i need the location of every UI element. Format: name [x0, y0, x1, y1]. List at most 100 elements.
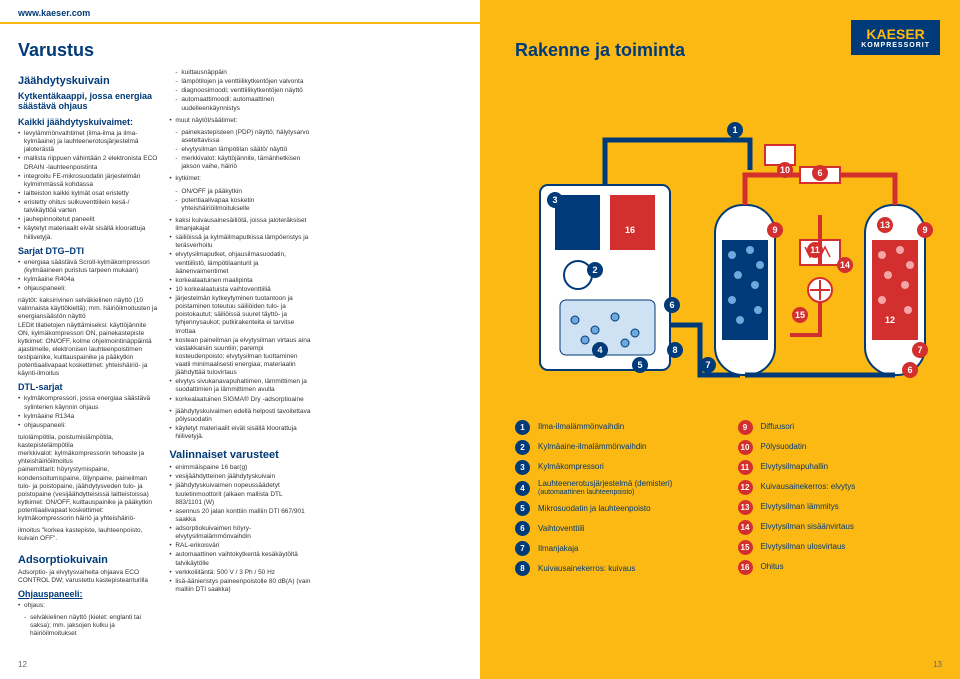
- svg-text:15: 15: [795, 310, 805, 320]
- list-item: RAL-erikoisväri: [169, 542, 310, 550]
- section-subtitle: Kytkentäkaappi, jossa energiaa säästävä …: [18, 91, 159, 111]
- list-header: DTL-sarjat: [18, 382, 159, 392]
- legend-item: 3Kylmäkompressori: [515, 460, 718, 475]
- list-item: muut näytöt/säätimet:: [169, 117, 310, 125]
- system-diagram: 123456789910111213141516667: [500, 75, 940, 405]
- legend-item: 6 Vaihtoventtiili: [515, 521, 718, 536]
- legend-number: 14: [738, 520, 753, 535]
- list-item: kuittausnäppäin: [169, 69, 310, 77]
- legend-text: Elvytysilman lämmitys: [761, 503, 839, 512]
- legend-number: 12: [738, 480, 753, 495]
- svg-text:1: 1: [732, 125, 737, 135]
- legend-text: Vaihtoventtiili: [538, 525, 585, 534]
- list-item: eristetty ohitus sulkuventtiilein kesä-/…: [18, 199, 159, 215]
- yellow-rule: [0, 22, 480, 24]
- body-text: Adsorptio- ja elvytysvaiheita ohjaava EC…: [18, 569, 159, 585]
- section-title: Jäähdytyskuivain: [18, 75, 159, 87]
- list-item: korkealaatuinen maalipinta: [169, 277, 310, 285]
- svg-text:9: 9: [922, 225, 927, 235]
- sub-bullet-list: painekastepisteen (PDP) näyttö; hälytysa…: [169, 129, 310, 172]
- list-item: lämpötilojen ja venttiilikytkentöjen val…: [169, 78, 310, 86]
- legend-number: 2: [515, 440, 530, 455]
- bullet-list: jäähdytyskuivaimen edellä helposti tavoi…: [169, 408, 310, 442]
- legend-text: Lauhteenerotusjärjestelmä (demisteri)(au…: [538, 480, 672, 496]
- legend-text: Elvytysilman ulosvirtaus: [761, 543, 846, 552]
- list-item: asennus 20 jalan konttiin malliin DTI 66…: [169, 508, 310, 524]
- legend-item: 16Ohitus: [738, 560, 941, 575]
- list-item: kytkimet:: [169, 175, 310, 183]
- legend-item: 7Ilmanjakaja: [515, 541, 718, 556]
- list-item: lisä-äänieristys paineenpoistolle 80 dB(…: [169, 578, 310, 594]
- list-item: laitteiston kaikki kylmät osat eristetty: [18, 190, 159, 198]
- body-text: ilmoitus "korkea kastepiste, lauhteenpoi…: [18, 527, 159, 543]
- svg-text:11: 11: [810, 245, 820, 255]
- logo-bottom: KOMPRESSORIT: [861, 42, 930, 49]
- bullet-list: ohjaus:: [18, 602, 159, 610]
- legend-number: 8: [515, 561, 530, 576]
- legend-column-left: 1Ilma-ilmalämmönvaihdin2Kylmäaine-ilmalä…: [515, 420, 718, 581]
- svg-text:12: 12: [885, 315, 895, 325]
- svg-text:6: 6: [669, 300, 674, 310]
- svg-text:8: 8: [672, 345, 677, 355]
- list-item: painekastepisteen (PDP) näyttö; hälytysa…: [169, 129, 310, 145]
- bullet-list: enimmäispaine 16 bar(g)vesijäähdytteinen…: [169, 464, 310, 594]
- legend-item: 12Kuivausainekerros: elvytys: [738, 480, 941, 495]
- legend-item: 9Diffuusori: [738, 420, 941, 435]
- list-item: potentiaalivapaa kosketin yhteishäiriöil…: [169, 197, 310, 213]
- svg-text:6: 6: [817, 168, 822, 178]
- bullet-list: kytkimet:: [169, 175, 310, 183]
- legend-number: 5: [515, 501, 530, 516]
- right-title: Rakenne ja toiminta: [515, 40, 685, 61]
- legend-number: 16: [738, 560, 753, 575]
- list-item: jauhepinnoitetut paneelit: [18, 216, 159, 224]
- list-item: ohjauspaneeli:: [18, 422, 159, 430]
- bullet-list: kylmäkompressori, jossa energiaa säästäv…: [18, 395, 159, 430]
- list-header: Kaikki jäähdytyskuivaimet:: [18, 117, 159, 127]
- list-item: kylmäkompressori, jossa energiaa säästäv…: [18, 395, 159, 411]
- legend-number: 6: [515, 521, 530, 536]
- legend-item: 11 Elvytysilmapuhallin: [738, 460, 941, 475]
- legend-column-right: 9Diffuusori10Pölysuodatin11Elvytysilmapu…: [738, 420, 941, 581]
- logo-top: KAESER: [866, 26, 924, 42]
- svg-text:14: 14: [840, 260, 850, 270]
- page-number: 12: [18, 660, 27, 669]
- list-item: ohjaus:: [18, 602, 159, 610]
- left-page: www.kaeser.com Varustus Jäähdytyskuivain…: [0, 0, 480, 679]
- section-title: Adsorptiokuivain: [18, 554, 159, 566]
- text-columns: Jäähdytyskuivain Kytkentäkaappi, jossa e…: [18, 69, 462, 639]
- list-item: käytetyt materiaalit eivät sisällä kloor…: [18, 225, 159, 241]
- list-item: jäähdytyskuivaimen edellä helposti tavoi…: [169, 408, 310, 424]
- list-item: elvytysilmaputket, ohjausilmasuodatin, v…: [169, 251, 310, 275]
- list-item: enimmäispaine 16 bar(g): [169, 464, 310, 472]
- list-item: kostean paineilman ja elvytysilman virta…: [169, 337, 310, 378]
- list-item: merkkivalot: käyttöjännite, tämänhetkise…: [169, 155, 310, 171]
- list-item: kylmäaine R404a: [18, 276, 159, 284]
- svg-text:16: 16: [625, 225, 635, 235]
- svg-text:4: 4: [597, 345, 602, 355]
- header-url: www.kaeser.com: [18, 8, 90, 18]
- list-item: adsorptiokuivaimen höyry-elvytysilmalämm…: [169, 525, 310, 541]
- list-item: 10 korkealaatuista vaihtoventtiiliä: [169, 286, 310, 294]
- legend-text: Elvytysilmapuhallin: [761, 463, 829, 472]
- list-item: integroitu FE-mikrosuodatin järjestelmän…: [18, 173, 159, 189]
- bullet-list: muut näytöt/säätimet:: [169, 117, 310, 125]
- legend-item: 4Lauhteenerotusjärjestelmä (demisteri)(a…: [515, 480, 718, 496]
- legend-text: Kylmäaine-ilmalämmönvaihdin: [538, 443, 647, 452]
- svg-text:6: 6: [907, 365, 912, 375]
- legend-text: Diffuusori: [761, 423, 795, 432]
- list-item: selväkielinen näyttö (kielet: englanti t…: [18, 614, 159, 638]
- list-item: vesijäähdytteinen jäähdytyskuivain: [169, 473, 310, 481]
- list-item: automaattimoodi: automaattinen uudelleen…: [169, 96, 310, 112]
- legend-item: 13Elvytysilman lämmitys: [738, 500, 941, 515]
- svg-text:10: 10: [780, 165, 790, 175]
- left-title: Varustus: [18, 40, 462, 61]
- list-item: säiliöissä ja kylmäilmaputkissa lämpöeri…: [169, 234, 310, 250]
- legend-item: 14Elvytysilman sisäänvirtaus: [738, 520, 941, 535]
- bullet-list: energiaa säästävä Scroll-kylmäkompressor…: [18, 259, 159, 294]
- legend-number: 11: [738, 460, 753, 475]
- list-item: käytetyt materiaalit eivät sisällä kloor…: [169, 425, 310, 441]
- list-item: kaksi kuivausainesäiliötä, joissa jalote…: [169, 217, 310, 233]
- legend-number: 7: [515, 541, 530, 556]
- section-title: Valinnaiset varusteet: [169, 449, 310, 461]
- body-text: näytöt: kaksirivinen selväkielinen näytt…: [18, 297, 159, 378]
